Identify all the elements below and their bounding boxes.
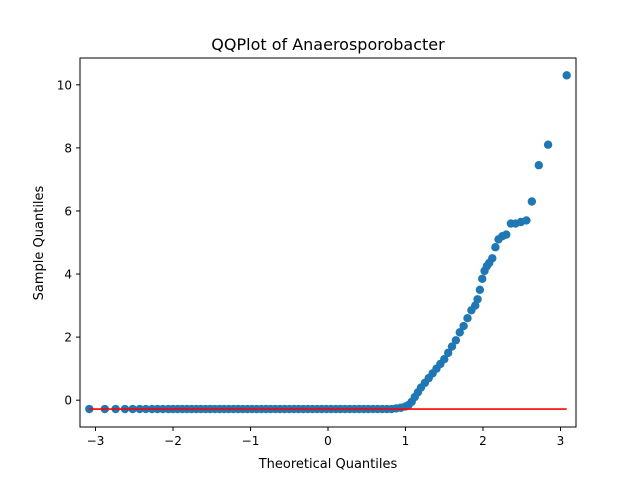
sample-point — [463, 313, 472, 323]
x-axis-ticks: −3 −2 −1 0 1 2 3 — [87, 427, 565, 448]
sample-point — [502, 230, 511, 239]
sample-point — [475, 285, 485, 295]
sample-point — [440, 354, 449, 364]
sample-point — [543, 140, 553, 149]
sample-point — [478, 274, 487, 283]
sample-point — [447, 342, 457, 351]
x-tick-label: −1 — [242, 434, 260, 448]
y-tick-label: 2 — [64, 331, 72, 345]
y-tick-label: 6 — [64, 204, 72, 218]
x-tick-label: −3 — [87, 434, 105, 448]
plot-area — [85, 71, 571, 414]
x-tick-label: 2 — [479, 434, 487, 448]
sample-point — [562, 71, 571, 80]
sample-point — [473, 295, 482, 304]
sample-points — [85, 71, 571, 414]
chart-title: QQPlot of Anaerosporobacter — [211, 35, 445, 54]
sample-point — [451, 336, 461, 345]
sample-point — [455, 328, 464, 337]
y-tick-label: 0 — [64, 394, 72, 408]
sample-point — [534, 161, 543, 170]
sample-point — [443, 348, 453, 358]
x-tick-label: −2 — [164, 434, 182, 448]
y-tick-label: 8 — [64, 141, 72, 155]
y-axis-ticks: 0 2 4 6 8 10 — [57, 78, 80, 408]
sample-point — [491, 243, 500, 252]
y-tick-label: 10 — [57, 78, 72, 92]
y-tick-label: 4 — [64, 268, 72, 282]
x-tick-label: 1 — [402, 434, 410, 448]
x-tick-label: 3 — [557, 434, 565, 448]
x-tick-label: 0 — [324, 434, 332, 448]
y-axis-label: Sample Quantiles — [32, 185, 47, 300]
sample-point — [522, 216, 531, 225]
sample-point — [527, 197, 537, 206]
sample-point — [488, 254, 497, 263]
sample-point — [459, 321, 468, 331]
x-axis-label: Theoretical Quantiles — [258, 457, 398, 472]
sample-point — [471, 301, 480, 310]
